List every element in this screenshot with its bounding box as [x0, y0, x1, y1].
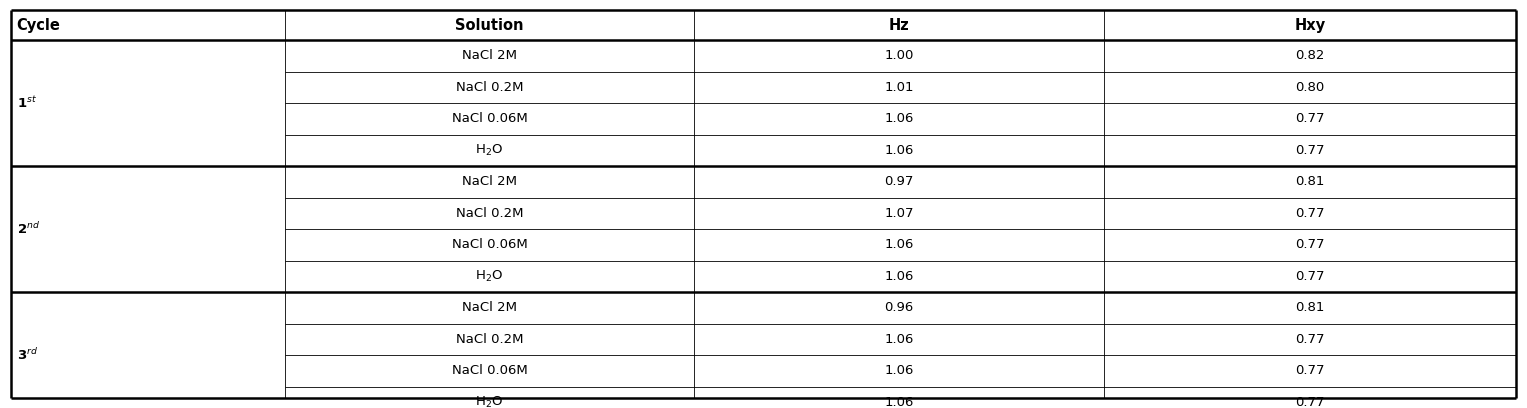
Text: Solution: Solution [455, 18, 524, 33]
Text: 0.77: 0.77 [1295, 333, 1325, 346]
Text: 1.06: 1.06 [884, 364, 913, 377]
Text: 1.06: 1.06 [884, 270, 913, 283]
Text: 1.06: 1.06 [884, 333, 913, 346]
Text: 1.01: 1.01 [884, 81, 913, 94]
Text: 1.06: 1.06 [884, 113, 913, 125]
Text: 1.07: 1.07 [884, 207, 913, 220]
Text: NaCl 0.2M: NaCl 0.2M [455, 207, 524, 220]
Text: 0.82: 0.82 [1295, 49, 1325, 62]
Text: 0.96: 0.96 [884, 302, 913, 315]
Text: NaCl 2M: NaCl 2M [463, 302, 518, 315]
Text: 0.77: 0.77 [1295, 396, 1325, 408]
Text: 0.77: 0.77 [1295, 364, 1325, 377]
Text: 0.77: 0.77 [1295, 238, 1325, 251]
Text: 0.97: 0.97 [884, 175, 913, 188]
Text: H$_2$O: H$_2$O [475, 269, 504, 284]
Text: 1.06: 1.06 [884, 238, 913, 251]
Text: NaCl 0.2M: NaCl 0.2M [455, 81, 524, 94]
Text: 1.06: 1.06 [884, 144, 913, 157]
Text: 0.81: 0.81 [1295, 175, 1325, 188]
Text: 2$^{nd}$: 2$^{nd}$ [17, 221, 40, 237]
Text: 0.77: 0.77 [1295, 207, 1325, 220]
Text: 0.77: 0.77 [1295, 113, 1325, 125]
Text: 1.06: 1.06 [884, 396, 913, 408]
Text: NaCl 0.2M: NaCl 0.2M [455, 333, 524, 346]
Text: Cycle: Cycle [17, 18, 61, 33]
Text: Hxy: Hxy [1295, 18, 1325, 33]
Text: NaCl 0.06M: NaCl 0.06M [452, 238, 527, 251]
Text: 0.80: 0.80 [1295, 81, 1324, 94]
Text: 3$^{rd}$: 3$^{rd}$ [17, 347, 38, 363]
Text: NaCl 2M: NaCl 2M [463, 175, 518, 188]
Text: 1$^{st}$: 1$^{st}$ [17, 95, 37, 111]
Text: H$_2$O: H$_2$O [475, 395, 504, 408]
Text: 0.77: 0.77 [1295, 270, 1325, 283]
Text: Hz: Hz [889, 18, 910, 33]
Text: NaCl 0.06M: NaCl 0.06M [452, 113, 527, 125]
Text: 0.81: 0.81 [1295, 302, 1325, 315]
Text: NaCl 2M: NaCl 2M [463, 49, 518, 62]
Text: H$_2$O: H$_2$O [475, 143, 504, 158]
Text: NaCl 0.06M: NaCl 0.06M [452, 364, 527, 377]
Text: 0.77: 0.77 [1295, 144, 1325, 157]
Text: 1.00: 1.00 [884, 49, 913, 62]
